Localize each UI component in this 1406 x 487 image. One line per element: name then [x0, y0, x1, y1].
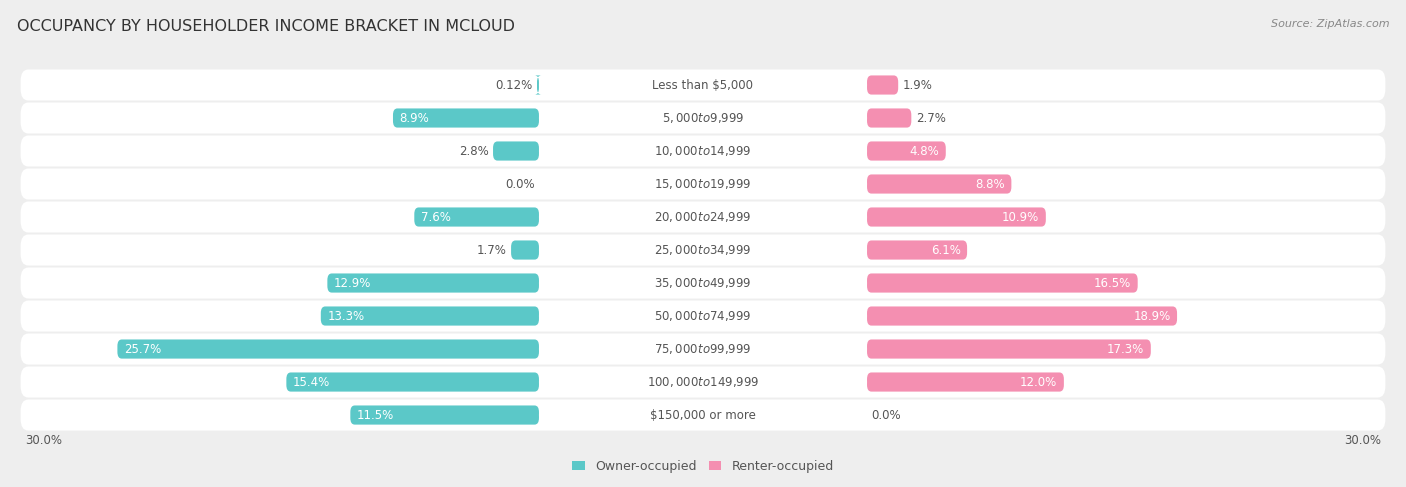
Text: 1.9%: 1.9%: [903, 78, 932, 92]
FancyBboxPatch shape: [21, 267, 1385, 299]
Text: 10.9%: 10.9%: [1002, 210, 1039, 224]
Text: 8.8%: 8.8%: [976, 178, 1005, 190]
Legend: Owner-occupied, Renter-occupied: Owner-occupied, Renter-occupied: [568, 455, 838, 478]
Text: $50,000 to $74,999: $50,000 to $74,999: [654, 309, 752, 323]
Text: 4.8%: 4.8%: [910, 145, 939, 157]
FancyBboxPatch shape: [868, 109, 911, 128]
FancyBboxPatch shape: [21, 70, 1385, 100]
Text: 13.3%: 13.3%: [328, 310, 364, 322]
FancyBboxPatch shape: [868, 274, 1137, 293]
Text: 0.0%: 0.0%: [505, 178, 534, 190]
FancyBboxPatch shape: [538, 142, 868, 160]
Text: 12.0%: 12.0%: [1021, 375, 1057, 389]
FancyBboxPatch shape: [21, 135, 1385, 167]
FancyBboxPatch shape: [538, 241, 868, 259]
Text: 25.7%: 25.7%: [124, 342, 162, 356]
FancyBboxPatch shape: [538, 406, 868, 424]
FancyBboxPatch shape: [868, 207, 1046, 226]
Text: OCCUPANCY BY HOUSEHOLDER INCOME BRACKET IN MCLOUD: OCCUPANCY BY HOUSEHOLDER INCOME BRACKET …: [17, 19, 515, 35]
FancyBboxPatch shape: [538, 208, 868, 226]
FancyBboxPatch shape: [868, 241, 967, 260]
Text: $25,000 to $34,999: $25,000 to $34,999: [654, 243, 752, 257]
FancyBboxPatch shape: [868, 174, 1011, 194]
FancyBboxPatch shape: [392, 109, 538, 128]
FancyBboxPatch shape: [328, 274, 538, 293]
FancyBboxPatch shape: [538, 109, 868, 127]
Text: $10,000 to $14,999: $10,000 to $14,999: [654, 144, 752, 158]
FancyBboxPatch shape: [21, 399, 1385, 431]
Text: $15,000 to $19,999: $15,000 to $19,999: [654, 177, 752, 191]
FancyBboxPatch shape: [868, 373, 1064, 392]
FancyBboxPatch shape: [321, 306, 538, 326]
Text: 2.7%: 2.7%: [915, 112, 946, 125]
Text: 30.0%: 30.0%: [25, 434, 62, 447]
Text: Source: ZipAtlas.com: Source: ZipAtlas.com: [1271, 19, 1389, 30]
FancyBboxPatch shape: [21, 202, 1385, 232]
FancyBboxPatch shape: [512, 241, 538, 260]
Text: $5,000 to $9,999: $5,000 to $9,999: [662, 111, 744, 125]
FancyBboxPatch shape: [538, 340, 868, 358]
FancyBboxPatch shape: [538, 307, 868, 325]
Text: 30.0%: 30.0%: [1344, 434, 1381, 447]
Text: 17.3%: 17.3%: [1107, 342, 1144, 356]
FancyBboxPatch shape: [287, 373, 538, 392]
FancyBboxPatch shape: [21, 300, 1385, 332]
Text: 16.5%: 16.5%: [1094, 277, 1130, 290]
FancyBboxPatch shape: [538, 373, 868, 391]
Text: 11.5%: 11.5%: [357, 409, 394, 422]
FancyBboxPatch shape: [415, 207, 538, 226]
Text: $35,000 to $49,999: $35,000 to $49,999: [654, 276, 752, 290]
Text: 6.1%: 6.1%: [931, 244, 960, 257]
FancyBboxPatch shape: [21, 102, 1385, 133]
FancyBboxPatch shape: [21, 367, 1385, 397]
Text: 15.4%: 15.4%: [292, 375, 330, 389]
FancyBboxPatch shape: [117, 339, 538, 358]
FancyBboxPatch shape: [21, 334, 1385, 365]
FancyBboxPatch shape: [538, 175, 868, 193]
FancyBboxPatch shape: [350, 406, 538, 425]
Text: 0.12%: 0.12%: [495, 78, 533, 92]
Text: $150,000 or more: $150,000 or more: [650, 409, 756, 422]
Text: Less than $5,000: Less than $5,000: [652, 78, 754, 92]
Text: 12.9%: 12.9%: [335, 277, 371, 290]
Text: 18.9%: 18.9%: [1133, 310, 1170, 322]
Text: 2.8%: 2.8%: [458, 145, 489, 157]
FancyBboxPatch shape: [538, 274, 868, 292]
FancyBboxPatch shape: [868, 306, 1177, 326]
FancyBboxPatch shape: [538, 76, 868, 94]
FancyBboxPatch shape: [21, 235, 1385, 265]
FancyBboxPatch shape: [534, 75, 541, 94]
Text: 0.0%: 0.0%: [872, 409, 901, 422]
Text: 8.9%: 8.9%: [399, 112, 429, 125]
Text: $100,000 to $149,999: $100,000 to $149,999: [647, 375, 759, 389]
FancyBboxPatch shape: [868, 75, 898, 94]
FancyBboxPatch shape: [868, 141, 946, 161]
Text: $20,000 to $24,999: $20,000 to $24,999: [654, 210, 752, 224]
Text: 1.7%: 1.7%: [477, 244, 506, 257]
FancyBboxPatch shape: [21, 169, 1385, 200]
FancyBboxPatch shape: [494, 141, 538, 161]
Text: $75,000 to $99,999: $75,000 to $99,999: [654, 342, 752, 356]
Text: 7.6%: 7.6%: [420, 210, 451, 224]
FancyBboxPatch shape: [868, 339, 1152, 358]
